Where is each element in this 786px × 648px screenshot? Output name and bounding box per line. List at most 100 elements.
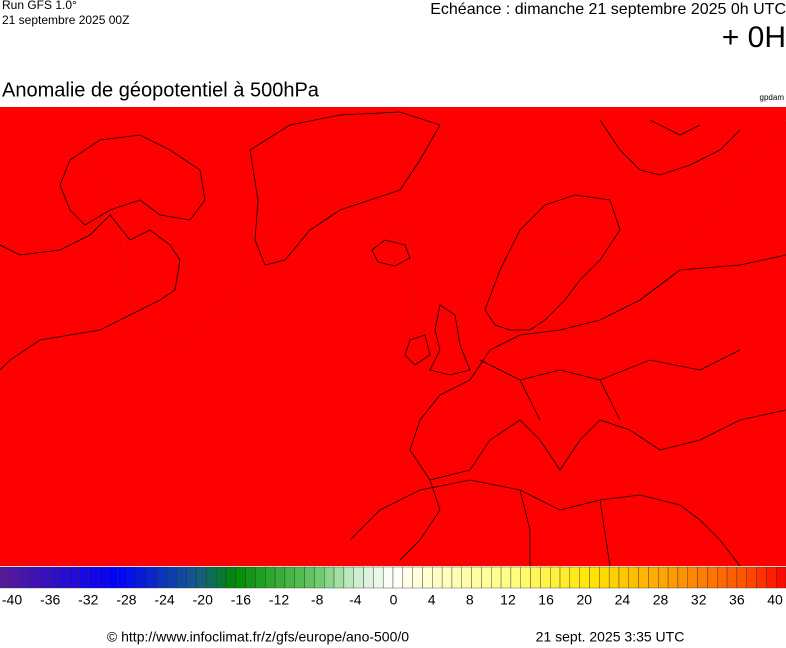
colorbar-tick-label: 16 — [538, 592, 554, 608]
colorbar-swatch — [579, 566, 590, 589]
colorbar-swatch — [746, 566, 757, 589]
colorbar-tick-label: -12 — [269, 592, 289, 608]
colorbar-swatch — [314, 566, 325, 589]
unit-label: gpdam — [760, 93, 785, 102]
coastline — [429, 304, 471, 376]
colorbar-swatch — [19, 566, 30, 589]
colorbar-swatch — [304, 566, 315, 589]
colorbar-swatch — [550, 566, 561, 589]
colorbar-tick-label: 12 — [500, 592, 516, 608]
colorbar-swatch — [333, 566, 345, 589]
coastline — [249, 111, 441, 266]
colorbar-swatch — [756, 566, 767, 589]
colorbar-swatch — [39, 566, 50, 589]
colorbar-swatch — [284, 566, 295, 589]
colorbar-swatch — [520, 566, 531, 589]
colorbar-swatch — [471, 566, 482, 589]
colorbar-swatch — [353, 566, 364, 589]
colorbar-swatch — [0, 566, 11, 589]
coastline — [59, 134, 206, 226]
colorbar-tick-label: -36 — [40, 592, 60, 608]
coastline — [404, 334, 431, 366]
colorbar-swatch — [68, 566, 79, 589]
colorbar-swatch — [569, 566, 580, 589]
colorbar-swatch — [667, 566, 679, 589]
colorbar-swatch — [48, 566, 60, 589]
colorbar-tick-label: -40 — [2, 592, 22, 608]
coastline — [599, 119, 741, 176]
colorbar-swatch — [245, 566, 256, 589]
colorbar-swatch — [98, 566, 109, 589]
colorbar-swatch — [176, 566, 187, 589]
colorbar-swatch — [206, 566, 217, 589]
coastline — [484, 194, 621, 331]
lead-time: + 0H — [722, 21, 786, 54]
colorbar-swatch — [687, 566, 698, 589]
colorbar-tick-label: 0 — [390, 592, 398, 608]
colorbar-tick-label: -8 — [311, 592, 324, 608]
colorbar-tick-label: -24 — [154, 592, 174, 608]
colorbar-swatch — [127, 566, 138, 589]
colorbar-swatch — [775, 566, 786, 589]
colorbar-tick-label: -28 — [116, 592, 136, 608]
colorbar-swatch — [618, 566, 629, 589]
contour — [59, 119, 786, 351]
colorbar-swatch — [500, 566, 512, 589]
colorbar-swatch — [726, 566, 738, 589]
colorbar-swatch — [147, 566, 158, 589]
colorbar-swatch — [461, 566, 472, 589]
colorbar-swatch — [441, 566, 453, 589]
colorbar-swatch — [589, 566, 600, 589]
valid-time: Echéance : dimanche 21 septembre 2025 0h… — [430, 1, 786, 18]
colorbar-swatch — [9, 566, 20, 589]
colorbar-tick-label: 40 — [767, 592, 783, 608]
colorbar-swatch — [88, 566, 99, 589]
colorbar-swatch — [451, 566, 462, 589]
footer-time: 21 sept. 2025 3:35 UTC — [536, 629, 685, 645]
colorbar-swatch — [677, 566, 688, 589]
coastline — [0, 214, 181, 371]
colorbar: -40 -36 -32 -28 -24 -20 -16 -12 -8 -4 0 4 8 12 16 20 24 2… — [0, 566, 786, 608]
colorbar-swatch — [78, 566, 89, 589]
colorbar-swatch — [58, 566, 69, 589]
colorbar-swatch — [628, 566, 639, 589]
coastline — [409, 254, 786, 481]
colorbar-swatch — [717, 566, 728, 589]
colorbar-swatch — [491, 566, 502, 589]
colorbar-tick-label: 24 — [615, 592, 631, 608]
colorbar-swatch — [510, 566, 521, 589]
colorbar-swatch — [530, 566, 541, 589]
colorbar-swatch — [736, 566, 747, 589]
colorbar-swatch — [196, 566, 207, 589]
colorbar-swatch — [294, 566, 305, 589]
colorbar-swatch — [373, 566, 384, 589]
colorbar-swatch — [137, 566, 148, 589]
colorbar-swatch — [638, 566, 649, 589]
colorbar-swatch — [117, 566, 128, 589]
colorbar-swatch — [697, 566, 708, 589]
colorbar-tick-label: 4 — [428, 592, 436, 608]
colorbar-swatch — [540, 566, 551, 589]
colorbar-swatch — [156, 566, 168, 589]
colorbar-swatch — [412, 566, 423, 589]
colorbar-swatch — [225, 566, 237, 589]
colorbar-swatch — [363, 566, 374, 589]
colorbar-swatch — [215, 566, 227, 589]
colorbar-swatch — [343, 566, 354, 589]
colorbar-swatch — [166, 566, 178, 589]
colorbar-swatch — [608, 566, 620, 589]
colorbar-tick-label: 8 — [466, 592, 474, 608]
colorbar-swatch — [766, 566, 777, 589]
map — [0, 107, 786, 567]
colorbar-tick-label: 36 — [729, 592, 745, 608]
colorbar-swatch — [107, 566, 119, 589]
colorbar-swatch — [392, 566, 404, 589]
colorbar-swatch — [707, 566, 718, 589]
colorbar-swatch — [432, 566, 443, 589]
coastline — [349, 479, 741, 567]
colorbar-swatch — [186, 566, 197, 589]
colorbar-swatch — [29, 566, 40, 589]
colorbar-swatch — [274, 566, 286, 589]
